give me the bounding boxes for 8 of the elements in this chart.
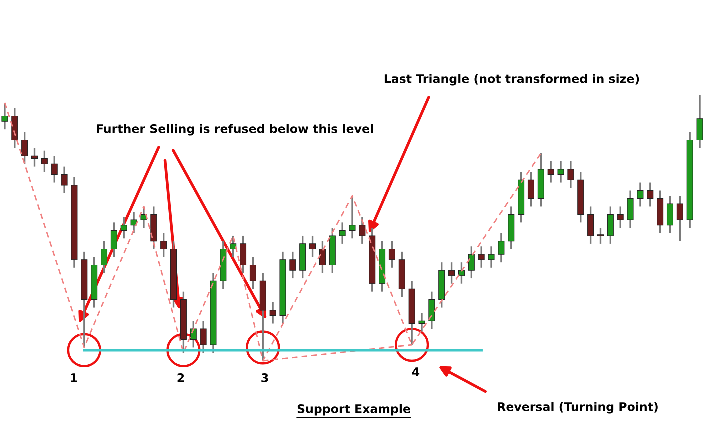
annotation: Further Selling is refused below this level xyxy=(97,124,374,136)
text: 4 xyxy=(412,368,420,376)
text: Reversal (Turning Point) xyxy=(498,402,658,414)
text: 2 xyxy=(178,373,184,382)
text: 1 xyxy=(71,374,78,382)
text: 3 xyxy=(262,373,268,382)
text: Last Triangle (not transformed in size) xyxy=(384,74,640,86)
text: Support Example xyxy=(298,404,410,416)
